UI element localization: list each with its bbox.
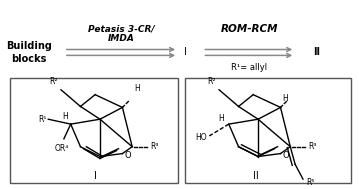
Text: R⁵: R⁵ xyxy=(306,177,314,187)
Text: I: I xyxy=(94,171,97,181)
Text: HO: HO xyxy=(196,133,208,142)
Text: R³: R³ xyxy=(150,142,158,151)
Text: H: H xyxy=(134,84,140,93)
Text: H: H xyxy=(283,94,288,102)
Text: R¹: R¹ xyxy=(38,115,46,124)
Text: O: O xyxy=(124,151,131,160)
Text: O: O xyxy=(283,151,289,160)
Text: II: II xyxy=(313,47,320,57)
Text: R¹= allyl: R¹= allyl xyxy=(231,63,267,72)
Text: R²: R² xyxy=(50,77,58,86)
Bar xyxy=(185,78,351,183)
Text: I: I xyxy=(185,47,187,57)
Text: OR⁴: OR⁴ xyxy=(55,144,69,153)
Text: H: H xyxy=(62,112,68,121)
Text: II: II xyxy=(253,171,259,181)
Text: Building
blocks: Building blocks xyxy=(6,41,52,64)
Bar xyxy=(10,78,178,183)
Text: IMDA: IMDA xyxy=(108,34,135,43)
Text: R³: R³ xyxy=(308,142,316,151)
Text: H: H xyxy=(218,114,224,123)
Text: R²: R² xyxy=(208,77,216,86)
Text: ROM-RCM: ROM-RCM xyxy=(220,24,278,34)
Text: Petasis 3-CR/: Petasis 3-CR/ xyxy=(88,24,155,33)
